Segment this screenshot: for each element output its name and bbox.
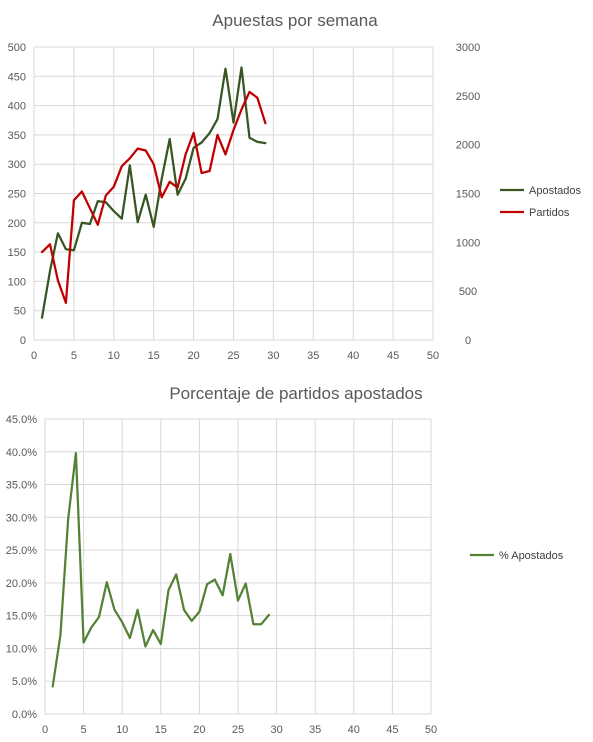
legend: Apostados Partidos bbox=[500, 185, 581, 219]
x-tick-label: 5 bbox=[81, 724, 87, 736]
x-tick-label: 35 bbox=[309, 724, 321, 736]
x-axis-ticks: 0 5 10 15 20 25 30 35 40 45 50 bbox=[31, 350, 439, 360]
y2-tick-label: 500 bbox=[459, 286, 477, 298]
series-line-1 bbox=[40, 90, 267, 305]
y-tick-label: 45.0% bbox=[6, 414, 37, 426]
chart-apuestas-por-semana: Apuestas por semana 05010015020025030035… bbox=[8, 11, 582, 360]
chart-title: Porcentaje de partidos apostados bbox=[169, 384, 422, 403]
y-tick-label: 400 bbox=[8, 101, 26, 113]
chart-title: Apuestas por semana bbox=[212, 11, 378, 30]
x-axis-ticks: 0 5 10 15 20 25 30 35 40 45 50 bbox=[42, 724, 437, 736]
x-tick-label: 25 bbox=[232, 724, 244, 736]
left-axis-ticks: 0 50 100 150 200 250 300 350 400 450 500 bbox=[8, 42, 26, 347]
x-tick-label: 25 bbox=[227, 350, 239, 360]
x-tick-label: 45 bbox=[387, 350, 399, 360]
y-tick-label: 5.0% bbox=[12, 676, 37, 688]
y2-tick-label: 2000 bbox=[456, 140, 480, 152]
y2-tick-label: 1000 bbox=[456, 237, 480, 249]
y2-tick-label: 1500 bbox=[456, 189, 480, 201]
x-tick-label: 45 bbox=[386, 724, 398, 736]
y2-tick-label: 3000 bbox=[456, 42, 480, 54]
y-tick-label: 250 bbox=[8, 189, 26, 201]
y-tick-label: 0.0% bbox=[12, 709, 37, 721]
x-tick-label: 0 bbox=[31, 350, 37, 360]
x-tick-label: 15 bbox=[148, 350, 160, 360]
legend: % Apostados bbox=[470, 550, 564, 562]
right-axis-ticks: 0 500 1000 1500 2000 2500 3000 bbox=[456, 42, 480, 347]
y-tick-label: 10.0% bbox=[6, 643, 37, 655]
y-tick-label: 100 bbox=[8, 276, 26, 288]
y-tick-label: 40.0% bbox=[6, 447, 37, 459]
legend-label: Apostados bbox=[529, 185, 581, 197]
grid bbox=[44, 418, 432, 715]
x-tick-label: 40 bbox=[348, 724, 360, 736]
chart-porcentaje-partidos-apostados: Porcentaje de partidos apostados 0.0% 5.0… bbox=[6, 384, 564, 736]
legend-label: Partidos bbox=[529, 207, 570, 219]
legend-label: % Apostados bbox=[499, 550, 564, 562]
x-tick-label: 20 bbox=[187, 350, 199, 360]
y-tick-label: 350 bbox=[8, 130, 26, 142]
y-tick-label: 200 bbox=[8, 218, 26, 230]
x-tick-label: 0 bbox=[42, 724, 48, 736]
y-tick-label: 15.0% bbox=[6, 611, 37, 623]
y-tick-label: 20.0% bbox=[6, 578, 37, 590]
y-tick-label: 150 bbox=[8, 247, 26, 259]
x-tick-label: 50 bbox=[427, 350, 439, 360]
y-tick-label: 50 bbox=[14, 306, 26, 318]
x-tick-label: 10 bbox=[116, 724, 128, 736]
y-tick-label: 500 bbox=[8, 42, 26, 54]
x-tick-label: 40 bbox=[347, 350, 359, 360]
y-tick-label: 300 bbox=[8, 159, 26, 171]
y-tick-label: 25.0% bbox=[6, 545, 37, 557]
x-tick-label: 10 bbox=[108, 350, 120, 360]
series-lines bbox=[40, 66, 267, 319]
x-tick-label: 50 bbox=[425, 724, 437, 736]
grid bbox=[33, 46, 434, 341]
y2-tick-label: 2500 bbox=[456, 91, 480, 103]
series-lines bbox=[51, 451, 271, 688]
y2-tick-label: 0 bbox=[465, 335, 471, 347]
series-line-0 bbox=[51, 451, 271, 688]
y-tick-label: 35.0% bbox=[6, 480, 37, 492]
y-tick-label: 30.0% bbox=[6, 512, 37, 524]
x-tick-label: 30 bbox=[267, 350, 279, 360]
x-tick-label: 15 bbox=[155, 724, 167, 736]
x-tick-label: 20 bbox=[193, 724, 205, 736]
x-tick-label: 30 bbox=[270, 724, 282, 736]
y-tick-label: 450 bbox=[8, 71, 26, 83]
y-tick-label: 0 bbox=[20, 335, 26, 347]
series-line-0 bbox=[40, 66, 267, 319]
left-axis-ticks: 0.0% 5.0% 10.0% 15.0% 20.0% 25.0% 30.0% 35.0% 40… bbox=[6, 414, 37, 721]
x-tick-label: 5 bbox=[71, 350, 77, 360]
x-tick-label: 35 bbox=[307, 350, 319, 360]
